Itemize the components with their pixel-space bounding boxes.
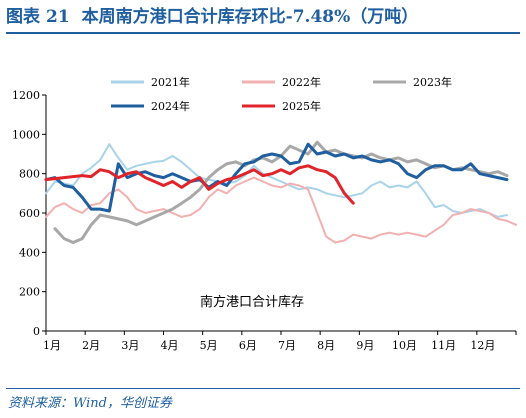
x-tick-label: 7月 — [278, 339, 296, 352]
legend-label: 2021年 — [151, 75, 190, 89]
figure-title: 图表 21 本周南方港口合计库存环比-7.48%（万吨） — [6, 4, 520, 30]
series-lines — [44, 140, 517, 244]
figure-number: 21 — [46, 7, 70, 27]
title-rule — [6, 32, 520, 34]
y-tick-label: 800 — [19, 168, 40, 181]
x-tick-label: 11月 — [431, 339, 456, 352]
x-tick-label: 8月 — [317, 339, 335, 352]
legend-label: 2024年 — [151, 99, 190, 113]
series-line-0 — [45, 143, 508, 218]
x-tick-label: 10月 — [392, 339, 417, 352]
series-line-3 — [44, 142, 509, 213]
x-tick-label: 6月 — [239, 339, 257, 352]
legend: 2021年 2022年 2023年 2024年 2025年 — [111, 75, 452, 113]
y-tick-label: 600 — [19, 207, 40, 220]
legend-label: 2025年 — [282, 99, 321, 113]
y-tick-label: 400 — [19, 246, 40, 259]
x-tick-label: 5月 — [200, 339, 218, 352]
chart-annotation: 南方港口合计库存 — [200, 294, 304, 310]
y-tick-label: 1000 — [12, 128, 40, 141]
axes: 0 200 400 600 800 1000 1200 1月 2月 3月 4月 5月 6月 7月 8月 9月 1… — [12, 89, 517, 352]
series-line-1 — [45, 176, 517, 244]
footer-rule — [6, 388, 520, 389]
x-tick-label: 2月 — [82, 339, 100, 352]
source-note: 资料来源：Wind，华创证券 — [8, 396, 172, 411]
x-tick-label: 1月 — [43, 339, 61, 352]
x-tick-label: 4月 — [161, 339, 179, 352]
chart: 2021年 2022年 2023年 2024年 2025年 0 200 400 600 800 1… — [12, 75, 517, 352]
legend-label: 2023年 — [413, 75, 452, 89]
figure-label: 图表 — [6, 7, 40, 27]
y-tick-label: 0 — [33, 325, 40, 338]
x-tick-label: 3月 — [121, 339, 139, 352]
x-tick-label: 12月 — [470, 339, 495, 352]
y-tick-label: 1200 — [12, 89, 40, 102]
legend-label: 2022年 — [282, 75, 321, 89]
y-tick-label: 200 — [19, 286, 40, 299]
x-tick-label: 9月 — [356, 339, 374, 352]
series-line-4 — [44, 164, 355, 205]
figure-title-text: 本周南方港口合计库存环比-7.48%（万吨） — [81, 7, 419, 27]
